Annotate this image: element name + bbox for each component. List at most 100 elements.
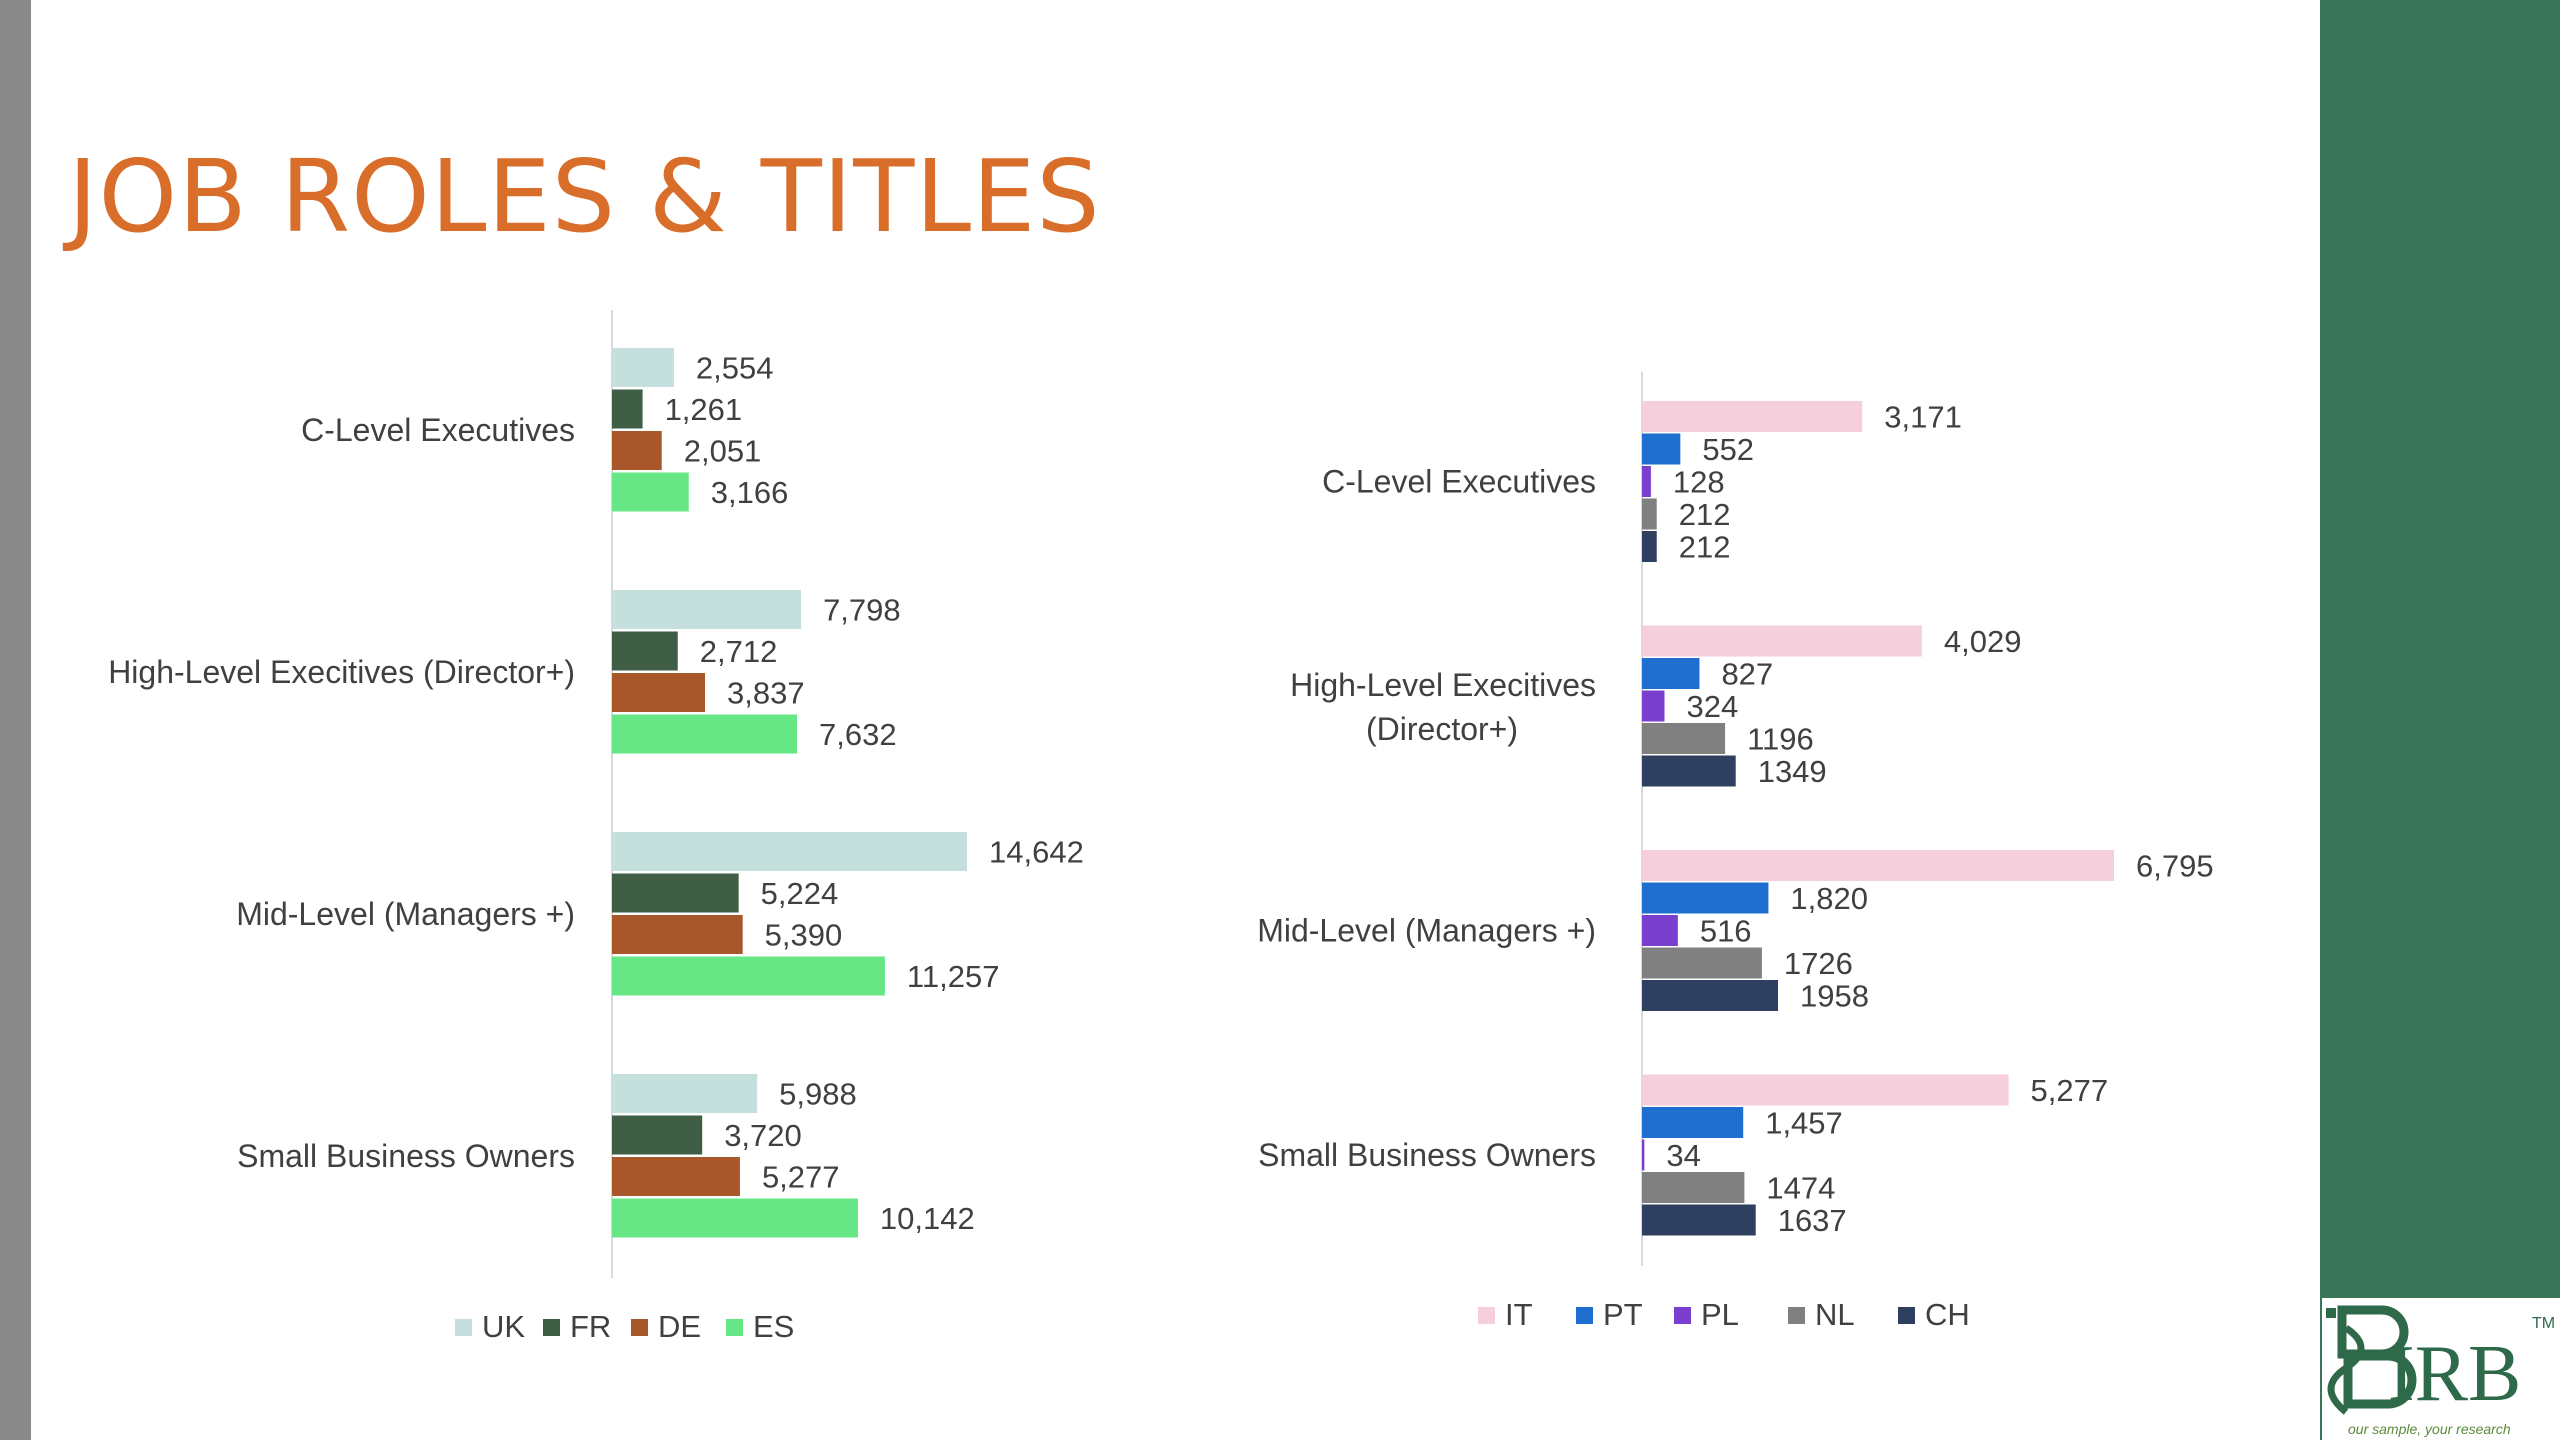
value-label-nl-c-level-executives: 212 [1679,497,1731,532]
bar-it-c-level-executives [1642,401,1863,432]
bar-de-high-level-execitives-director [612,673,706,712]
bar-pt-c-level-executives [1642,433,1681,465]
category-label-high-level-execitives-director: High-Level Execitives (Director+) [108,654,575,690]
legend-label-pl: PL [1701,1297,1739,1332]
bar-it-mid-level-managers [1642,850,2114,881]
bar-ch-high-level-execitives-director [1642,755,1736,787]
value-label-fr-high-level-execitives-director: 2,712 [700,634,778,669]
category-label-c-level-executives: C-Level Executives [1322,464,1596,500]
legend-swatch-nl [1788,1307,1805,1324]
legend-label-ch: CH [1925,1297,1970,1332]
bar-es-small-business-owners [612,1198,858,1238]
left-rail [0,0,31,1440]
value-label-pl-mid-level-managers: 516 [1700,914,1752,949]
value-label-pt-c-level-executives: 552 [1702,432,1754,467]
legend-swatch-de [631,1319,648,1336]
value-label-uk-high-level-execitives-director: 7,798 [823,593,901,628]
value-label-it-small-business-owners: 5,277 [2031,1073,2109,1108]
value-label-pl-c-level-executives: 128 [1673,465,1725,500]
chart-right: C-Level Executives3,171552128212212High-… [1257,372,2214,1332]
legend-label-fr: FR [570,1309,611,1344]
bar-es-high-level-execitives-director [612,714,798,754]
value-label-pt-small-business-owners: 1,457 [1765,1106,1843,1141]
logo-text: IRB [2388,1330,2521,1418]
bar-uk-small-business-owners [612,1074,758,1113]
legend-label-pt: PT [1603,1297,1643,1332]
legend-label-it: IT [1505,1297,1533,1332]
value-label-de-c-level-executives: 2,051 [684,434,762,469]
bar-ch-c-level-executives [1642,531,1657,562]
value-label-es-small-business-owners: 10,142 [880,1201,975,1236]
bar-nl-high-level-execitives-director [1642,723,1726,754]
bar-uk-c-level-executives [612,348,674,387]
legend-swatch-uk [455,1319,472,1336]
value-label-de-small-business-owners: 5,277 [762,1160,840,1195]
bar-pl-c-level-executives [1642,466,1651,497]
bar-pt-mid-level-managers [1642,882,1769,914]
legend-swatch-pl [1674,1307,1691,1324]
bar-pl-mid-level-managers [1642,915,1678,946]
bar-pt-high-level-execitives-director [1642,658,1700,689]
bar-nl-mid-level-managers [1642,947,1762,979]
bar-de-mid-level-managers [612,915,743,954]
bar-nl-c-level-executives [1642,498,1657,530]
bar-fr-mid-level-managers [612,873,739,913]
value-label-fr-small-business-owners: 3,720 [724,1118,802,1153]
bar-pl-high-level-execitives-director [1642,690,1665,722]
bar-pl-small-business-owners [1642,1139,1645,1171]
legend-swatch-ch [1898,1307,1915,1324]
value-label-uk-small-business-owners: 5,988 [779,1077,857,1112]
value-label-pt-mid-level-managers: 1,820 [1790,881,1868,916]
value-label-ch-small-business-owners: 1637 [1778,1203,1847,1238]
bar-fr-c-level-executives [612,389,643,429]
logo-mark-icon [2326,1305,2417,1415]
legend-swatch-fr [543,1319,560,1336]
category-label-mid-level-managers: Mid-Level (Managers +) [1257,913,1596,949]
bar-pt-small-business-owners [1642,1107,1744,1138]
value-label-uk-mid-level-managers: 14,642 [989,835,1084,870]
value-label-ch-mid-level-managers: 1958 [1800,979,1869,1014]
value-label-fr-c-level-executives: 1,261 [665,392,743,427]
side-panel [2320,0,2560,1440]
bar-it-high-level-execitives-director [1642,625,1922,657]
value-label-nl-high-level-execitives-director: 1196 [1747,722,1814,757]
bar-de-small-business-owners [612,1157,740,1196]
logo-tagline: our sample, your research [2348,1421,2511,1437]
value-label-it-mid-level-managers: 6,795 [2136,849,2214,884]
bar-ch-mid-level-managers [1642,980,1779,1011]
slide-title: JOB ROLES & TITLES [68,138,1101,255]
bar-uk-high-level-execitives-director [612,590,802,629]
bar-es-c-level-executives [612,472,689,512]
chart-left: C-Level Executives 2,554 1,261 2,051 3,166 Hi… [108,310,1084,1344]
value-label-de-mid-level-managers: 5,390 [765,918,843,953]
legend-label-es: ES [753,1309,794,1344]
value-label-pt-high-level-execitives-director: 827 [1721,657,1773,692]
legend-swatch-it [1478,1307,1495,1324]
value-label-ch-high-level-execitives-director: 1349 [1758,754,1827,789]
bar-ch-small-business-owners [1642,1204,1756,1236]
irb-logo: IRB TM our sample, your research [2322,1298,2560,1440]
value-label-de-high-level-execitives-director: 3,837 [727,676,805,711]
value-label-es-high-level-execitives-director: 7,632 [819,717,897,752]
value-label-it-c-level-executives: 3,171 [1884,400,1962,435]
value-label-ch-c-level-executives: 212 [1679,530,1731,565]
category-label-c-level-executives: C-Level Executives [301,412,575,448]
value-label-es-mid-level-managers: 11,257 [907,959,1000,994]
legend-label-de: DE [658,1309,701,1344]
bar-nl-small-business-owners [1642,1172,1745,1203]
value-label-uk-c-level-executives: 2,554 [696,351,774,386]
value-label-es-c-level-executives: 3,166 [711,475,789,510]
bar-de-c-level-executives [612,431,662,470]
legend-swatch-es [726,1319,743,1336]
value-label-pl-high-level-execitives-director: 324 [1687,689,1739,724]
value-label-it-high-level-execitives-director: 4,029 [1944,624,2022,659]
bar-fr-small-business-owners [612,1115,703,1155]
legend-label-nl: NL [1815,1297,1855,1332]
logo-trademark: TM [2532,1315,2555,1332]
category-label-small-business-owners: Small Business Owners [237,1138,575,1174]
category-label-mid-level-managers: Mid-Level (Managers +) [236,896,575,932]
bar-it-small-business-owners [1642,1074,2009,1106]
bar-uk-mid-level-managers [612,832,967,871]
category-label-high-level-execitives-director: High-Level Execitives (Director+) [1290,667,1596,747]
bar-fr-high-level-execitives-director [612,631,678,671]
